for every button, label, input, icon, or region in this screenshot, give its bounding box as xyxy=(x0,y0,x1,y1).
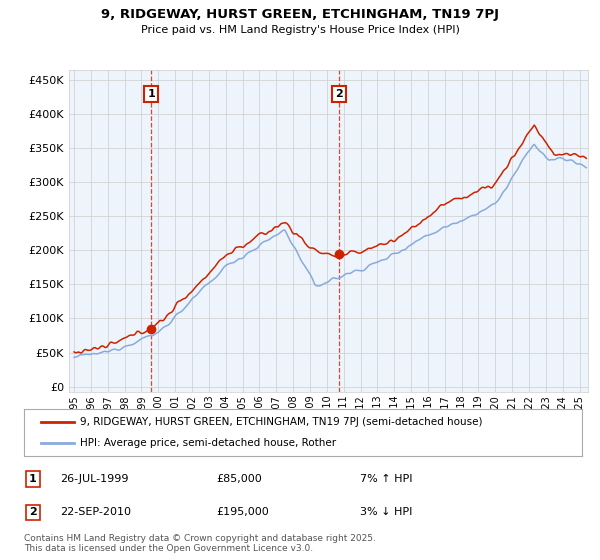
Text: £195,000: £195,000 xyxy=(216,507,269,517)
Text: Price paid vs. HM Land Registry's House Price Index (HPI): Price paid vs. HM Land Registry's House … xyxy=(140,25,460,35)
Text: £85,000: £85,000 xyxy=(216,474,262,484)
Text: 1: 1 xyxy=(29,474,37,484)
Text: 2: 2 xyxy=(29,507,37,517)
Text: 1: 1 xyxy=(147,89,155,99)
Text: 9, RIDGEWAY, HURST GREEN, ETCHINGHAM, TN19 7PJ (semi-detached house): 9, RIDGEWAY, HURST GREEN, ETCHINGHAM, TN… xyxy=(80,417,482,427)
Text: HPI: Average price, semi-detached house, Rother: HPI: Average price, semi-detached house,… xyxy=(80,438,336,448)
Text: 26-JUL-1999: 26-JUL-1999 xyxy=(60,474,128,484)
Text: Contains HM Land Registry data © Crown copyright and database right 2025.
This d: Contains HM Land Registry data © Crown c… xyxy=(24,534,376,553)
Text: 3% ↓ HPI: 3% ↓ HPI xyxy=(360,507,412,517)
Text: 9, RIDGEWAY, HURST GREEN, ETCHINGHAM, TN19 7PJ: 9, RIDGEWAY, HURST GREEN, ETCHINGHAM, TN… xyxy=(101,8,499,21)
Text: 22-SEP-2010: 22-SEP-2010 xyxy=(60,507,131,517)
Text: 7% ↑ HPI: 7% ↑ HPI xyxy=(360,474,413,484)
Text: 2: 2 xyxy=(335,89,343,99)
